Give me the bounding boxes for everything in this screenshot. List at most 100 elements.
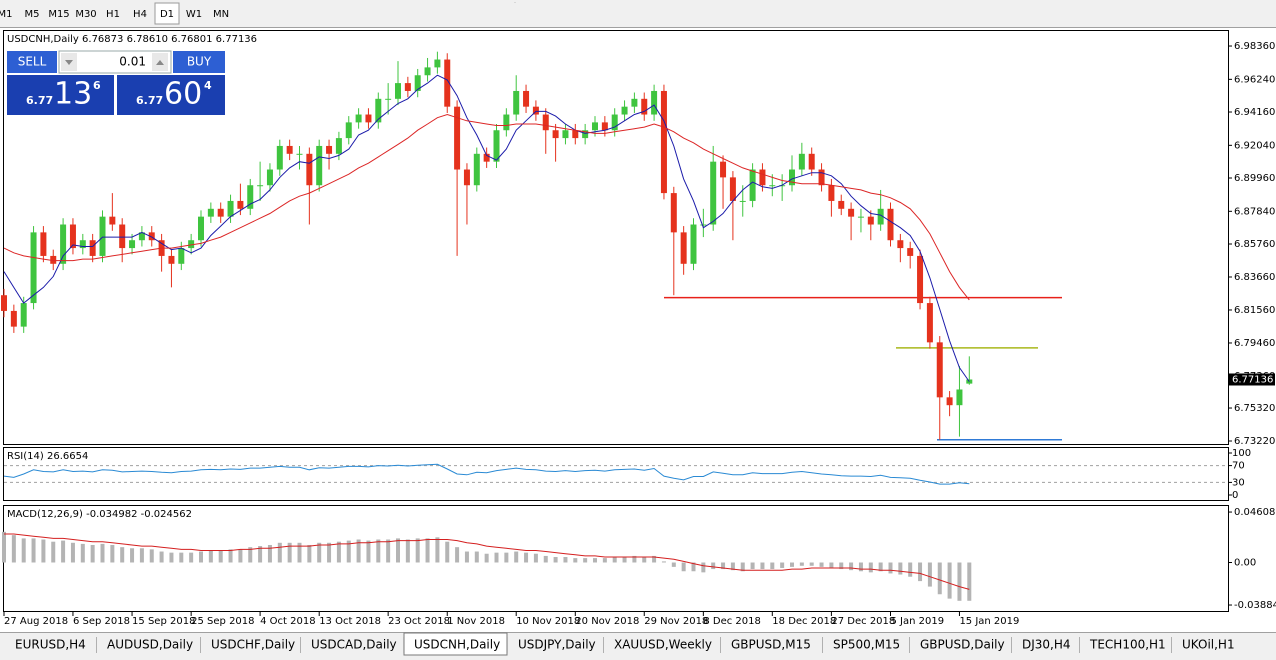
macd-bar bbox=[336, 541, 341, 563]
macd-bar bbox=[248, 547, 253, 563]
symbol: USDCNH,Daily bbox=[7, 34, 79, 45]
macd-bar bbox=[287, 542, 292, 563]
macd-bar bbox=[396, 538, 400, 563]
timeframe-button[interactable]: M30 bbox=[75, 9, 96, 20]
macd-bar bbox=[376, 539, 381, 563]
macd-bar bbox=[277, 542, 282, 563]
candle-body bbox=[523, 90, 530, 107]
macd-bar bbox=[110, 544, 115, 563]
macd-bar bbox=[770, 562, 775, 570]
candle-body bbox=[40, 232, 47, 256]
y-tick-label: 6.79460 bbox=[1234, 338, 1275, 349]
macd-bar bbox=[415, 538, 420, 563]
bid-box[interactable] bbox=[7, 75, 114, 115]
macd-bar bbox=[918, 562, 923, 582]
macd-bar bbox=[484, 553, 489, 563]
macd-header: MACD(12,26,9) -0.034982 -0.024562 bbox=[7, 509, 192, 520]
x-tick-label: 5 Jan 2019 bbox=[891, 616, 945, 627]
tab[interactable]: USDCHF,Daily bbox=[211, 638, 295, 652]
timeframe-button[interactable]: M15 bbox=[48, 9, 69, 20]
high-label: 6.78610 bbox=[127, 34, 168, 45]
macd-bar bbox=[671, 562, 676, 567]
tab[interactable]: TECH100,H1 bbox=[1089, 638, 1166, 652]
candle-body bbox=[50, 255, 57, 264]
candle-body bbox=[365, 114, 372, 123]
candle-body bbox=[424, 67, 431, 76]
macd-bar bbox=[829, 562, 834, 568]
moving-average bbox=[3, 74, 970, 382]
candle-body bbox=[779, 185, 786, 187]
candle-body bbox=[828, 185, 835, 201]
x-tick-label: 1 Nov 2018 bbox=[447, 616, 505, 627]
macd-bar bbox=[327, 542, 332, 563]
candle-body bbox=[168, 255, 175, 264]
tab[interactable]: UKOil,H1 bbox=[1182, 638, 1235, 652]
rsi-header: RSI(14) 26.6654 bbox=[7, 451, 88, 462]
macd-bar bbox=[70, 542, 75, 563]
lot-value[interactable]: 0.01 bbox=[119, 55, 146, 69]
macd-bar bbox=[947, 562, 952, 599]
y-tick-label: 6.98360 bbox=[1234, 41, 1275, 52]
candle-body bbox=[345, 122, 352, 139]
buy-button[interactable] bbox=[173, 51, 225, 73]
timeframe-button[interactable]: H1 bbox=[106, 9, 120, 20]
tab[interactable]: USDCNH,Daily bbox=[414, 638, 500, 652]
rsi-line bbox=[3, 463, 970, 485]
candle-body bbox=[20, 303, 27, 327]
candle-body bbox=[217, 208, 224, 217]
macd-bar bbox=[642, 557, 647, 563]
candle-body bbox=[808, 153, 815, 170]
candle-body bbox=[207, 208, 214, 217]
rsi-panel-frame bbox=[3, 447, 1229, 501]
candle-body bbox=[838, 200, 845, 209]
sell-button[interactable] bbox=[7, 51, 57, 73]
tab[interactable]: DJ30,H4 bbox=[1022, 638, 1071, 652]
candle-body bbox=[483, 153, 490, 162]
candle-body bbox=[463, 169, 470, 186]
candle-body bbox=[700, 224, 707, 226]
candle-body bbox=[414, 75, 421, 91]
candle-body bbox=[641, 98, 648, 115]
candle-body bbox=[404, 83, 411, 91]
timeframe-button[interactable]: MN bbox=[213, 9, 229, 20]
sell-label[interactable]: SELL bbox=[18, 55, 47, 69]
candle-body bbox=[759, 169, 766, 186]
x-tick-label: 10 Nov 2018 bbox=[516, 616, 580, 627]
lot-input[interactable] bbox=[58, 50, 172, 74]
timeframe-button[interactable]: D1 bbox=[160, 9, 174, 20]
tab[interactable]: EURUSD,H4 bbox=[15, 638, 86, 652]
open-label: 6.76873 bbox=[82, 34, 123, 45]
candle-body bbox=[326, 145, 333, 154]
macd-bar bbox=[701, 562, 706, 573]
rsi-tick-label: 30 bbox=[1232, 477, 1245, 488]
timeframe-button[interactable]: W1 bbox=[186, 9, 202, 20]
candle-body bbox=[552, 130, 559, 139]
tab[interactable]: XAUUSD,Weekly bbox=[614, 638, 712, 652]
tab[interactable]: GBPUSD,M15 bbox=[731, 638, 811, 652]
candle-body bbox=[247, 185, 254, 209]
candle-body bbox=[513, 90, 520, 115]
tab[interactable]: GBPUSD,Daily bbox=[920, 638, 1005, 652]
macd-bar bbox=[760, 562, 765, 570]
macd-bar bbox=[730, 562, 735, 571]
macd-bar bbox=[80, 543, 85, 563]
macd-bar bbox=[721, 562, 726, 570]
timeframe-button[interactable]: M5 bbox=[25, 9, 40, 20]
tab[interactable]: USDJPY,Daily bbox=[518, 638, 596, 652]
buy-label[interactable]: BUY bbox=[187, 55, 212, 69]
macd-bar bbox=[612, 557, 617, 563]
candle-body bbox=[60, 224, 67, 264]
candle-body bbox=[266, 169, 273, 186]
candle-body bbox=[30, 232, 37, 304]
macd-bar bbox=[100, 543, 105, 563]
tab[interactable]: AUDUSD,Daily bbox=[107, 638, 193, 652]
timeframe-button[interactable]: H4 bbox=[133, 9, 147, 20]
candle-body bbox=[897, 240, 904, 249]
timeframe-button[interactable]: M1 bbox=[0, 9, 13, 20]
ask-box[interactable] bbox=[117, 75, 225, 115]
macd-bar bbox=[41, 539, 46, 563]
tab[interactable]: SP500,M15 bbox=[833, 638, 900, 652]
candle-body bbox=[276, 145, 283, 170]
tab[interactable]: USDCAD,Daily bbox=[311, 638, 397, 652]
macd-bar bbox=[228, 549, 233, 563]
